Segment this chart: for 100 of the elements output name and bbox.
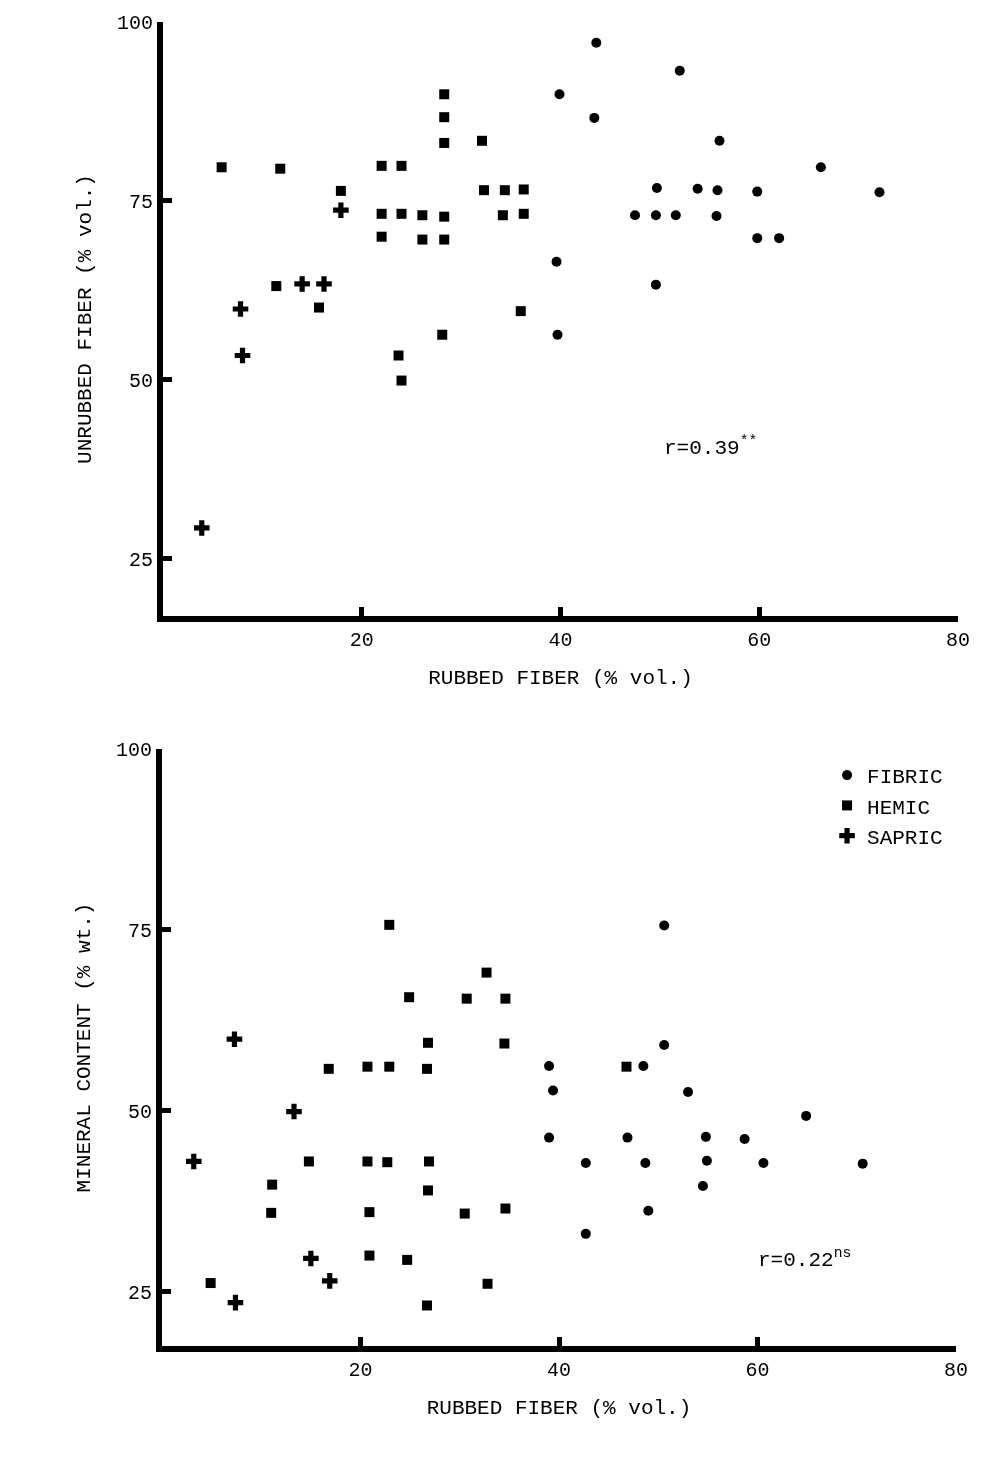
point xyxy=(482,1278,493,1289)
point xyxy=(376,160,387,171)
point xyxy=(518,208,529,219)
annotation: r=0.39$^{**}$ xyxy=(664,433,758,460)
point xyxy=(423,1156,434,1167)
point xyxy=(437,329,448,340)
point xyxy=(439,112,450,123)
point xyxy=(384,1061,395,1072)
point xyxy=(659,920,670,931)
legend-label: FIBRIC xyxy=(867,766,943,790)
point xyxy=(321,1273,338,1289)
point xyxy=(650,210,661,221)
point xyxy=(499,1038,510,1049)
y-tick-label: 75 xyxy=(128,190,153,214)
point xyxy=(758,1157,769,1168)
point xyxy=(376,231,387,242)
x-axis-title: RUBBED FIBER (% vol.) xyxy=(428,666,693,690)
x-tick-label: 60 xyxy=(747,629,772,652)
point xyxy=(701,1155,712,1166)
point xyxy=(622,1132,633,1143)
y-axis-title: MINERAL CONTENT (% wt.) xyxy=(72,902,96,1193)
point xyxy=(497,210,508,221)
point xyxy=(439,211,450,222)
y-tick-label: 25 xyxy=(128,548,153,572)
x-axis-title: RUBBED FIBER (% vol.) xyxy=(426,1396,692,1420)
point xyxy=(396,160,407,171)
point xyxy=(286,1103,302,1120)
point xyxy=(801,1110,812,1121)
point xyxy=(580,1228,591,1239)
point xyxy=(422,1300,432,1311)
x-tick-label: 40 xyxy=(548,629,573,652)
point xyxy=(857,1158,868,1169)
point xyxy=(548,1085,559,1096)
point xyxy=(364,1207,375,1218)
point xyxy=(382,1157,393,1168)
point xyxy=(476,135,487,146)
point xyxy=(518,184,529,195)
point xyxy=(422,1185,433,1196)
y-tick-label: 50 xyxy=(128,369,153,393)
point xyxy=(551,256,562,267)
point xyxy=(384,919,395,930)
point xyxy=(266,1207,277,1218)
point xyxy=(670,210,681,221)
point xyxy=(552,329,563,340)
point xyxy=(674,65,685,76)
point xyxy=(712,185,723,196)
point xyxy=(544,1060,555,1071)
point xyxy=(316,276,332,292)
point xyxy=(335,185,346,196)
point xyxy=(303,1156,314,1167)
x-tick-label: 80 xyxy=(943,1359,969,1382)
annotation: r=0.22$^{ns}$ xyxy=(758,1245,852,1272)
y-tick-label: 50 xyxy=(127,1100,152,1124)
point xyxy=(815,162,826,173)
point xyxy=(461,993,472,1004)
point xyxy=(643,1205,654,1216)
point xyxy=(621,1061,632,1072)
point xyxy=(752,233,763,244)
point xyxy=(417,210,428,221)
point xyxy=(323,1063,334,1074)
point xyxy=(500,1203,511,1214)
point xyxy=(362,1156,373,1167)
point xyxy=(714,135,725,146)
y-tick-label: 75 xyxy=(127,919,152,943)
point xyxy=(439,137,450,148)
point xyxy=(404,992,415,1003)
point xyxy=(544,1132,555,1143)
point xyxy=(692,183,703,194)
point xyxy=(364,1250,375,1261)
legend-label: SAPRIC xyxy=(867,826,943,850)
point xyxy=(314,302,325,313)
point xyxy=(499,185,510,196)
point xyxy=(478,185,489,196)
point xyxy=(697,1181,708,1192)
point xyxy=(294,276,310,292)
y-tick-label: 100 xyxy=(116,12,153,35)
x-tick-label: 20 xyxy=(349,629,374,652)
point xyxy=(205,1278,216,1289)
y-axis-title: UNRUBBED FIBER (% vol.) xyxy=(73,174,97,464)
point xyxy=(333,202,349,219)
x-tick-label: 40 xyxy=(546,1359,572,1382)
point xyxy=(554,89,565,100)
point xyxy=(234,347,251,364)
x-tick-label: 80 xyxy=(945,629,971,652)
point xyxy=(439,89,450,100)
point xyxy=(650,279,661,290)
point xyxy=(700,1131,711,1142)
point xyxy=(739,1134,750,1145)
point xyxy=(422,1037,433,1048)
point xyxy=(303,1250,319,1267)
point xyxy=(417,234,428,245)
point xyxy=(589,112,600,123)
point xyxy=(874,187,885,198)
point xyxy=(640,1157,651,1168)
y-tick-label: 25 xyxy=(127,1281,152,1305)
point xyxy=(659,1039,670,1050)
point xyxy=(275,163,286,174)
point xyxy=(193,520,210,536)
point xyxy=(580,1157,591,1168)
point xyxy=(402,1254,413,1265)
